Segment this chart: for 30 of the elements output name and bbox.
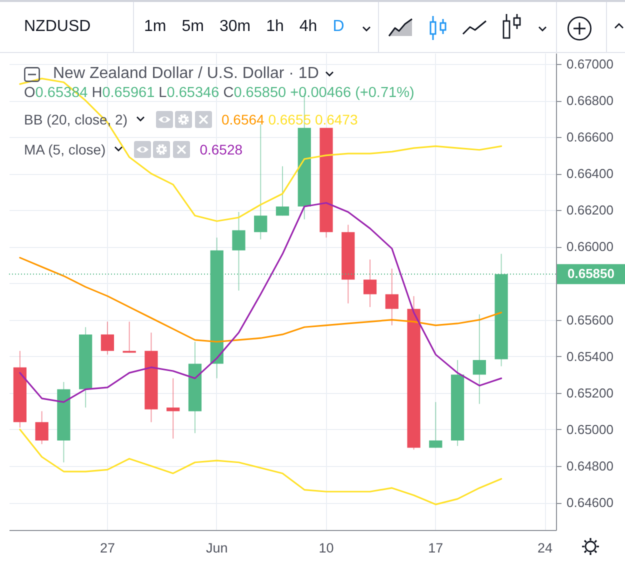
line-series — [19, 78, 502, 222]
x-tick-label: Jun — [206, 540, 228, 556]
toolbar: NZDUSD 1m 5m 30m 1h 4h D — [0, 0, 625, 53]
annotation: 0.6655 — [268, 111, 312, 128]
y-tick-label: 0.65000 — [566, 422, 614, 437]
y-tick-label: 0.66600 — [566, 130, 614, 145]
chart-title: NZDUSD — [24, 18, 91, 36]
annotation: 0.6473 — [314, 111, 358, 128]
x-tick-label: 24 — [538, 540, 554, 556]
y-tick-label: 0.67000 — [566, 56, 614, 72]
annotation: 0.6528 — [200, 141, 243, 158]
y-tick-label: 0.66000 — [566, 239, 614, 254]
annotation: MA (5, close) — [24, 141, 106, 158]
x-tick-label: 10 — [318, 540, 334, 556]
y-tick-label: 0.66200 — [566, 202, 614, 218]
x-tick-label: 17 — [428, 540, 444, 556]
x-tick-label: 27 — [100, 540, 115, 556]
y-tick-label: 0.66800 — [566, 93, 614, 108]
annotation: 0.6564 — [222, 111, 264, 128]
y-tick-label: 0.65400 — [566, 348, 614, 364]
line-series — [19, 428, 502, 506]
y-tick-label: 0.65200 — [566, 385, 614, 400]
y-tick-label: 0.65600 — [566, 312, 614, 328]
text: New Zealand Dollar / U.S. Dollar · 1D — [53, 65, 319, 82]
line-series — [19, 256, 502, 343]
line-series — [19, 202, 502, 403]
y-tick-label: 0.64600 — [566, 495, 614, 510]
y-tick-label: 0.66400 — [566, 166, 614, 182]
ref-line-label: 0.65850 — [568, 266, 614, 282]
y-tick-label: 0.64800 — [566, 458, 614, 474]
